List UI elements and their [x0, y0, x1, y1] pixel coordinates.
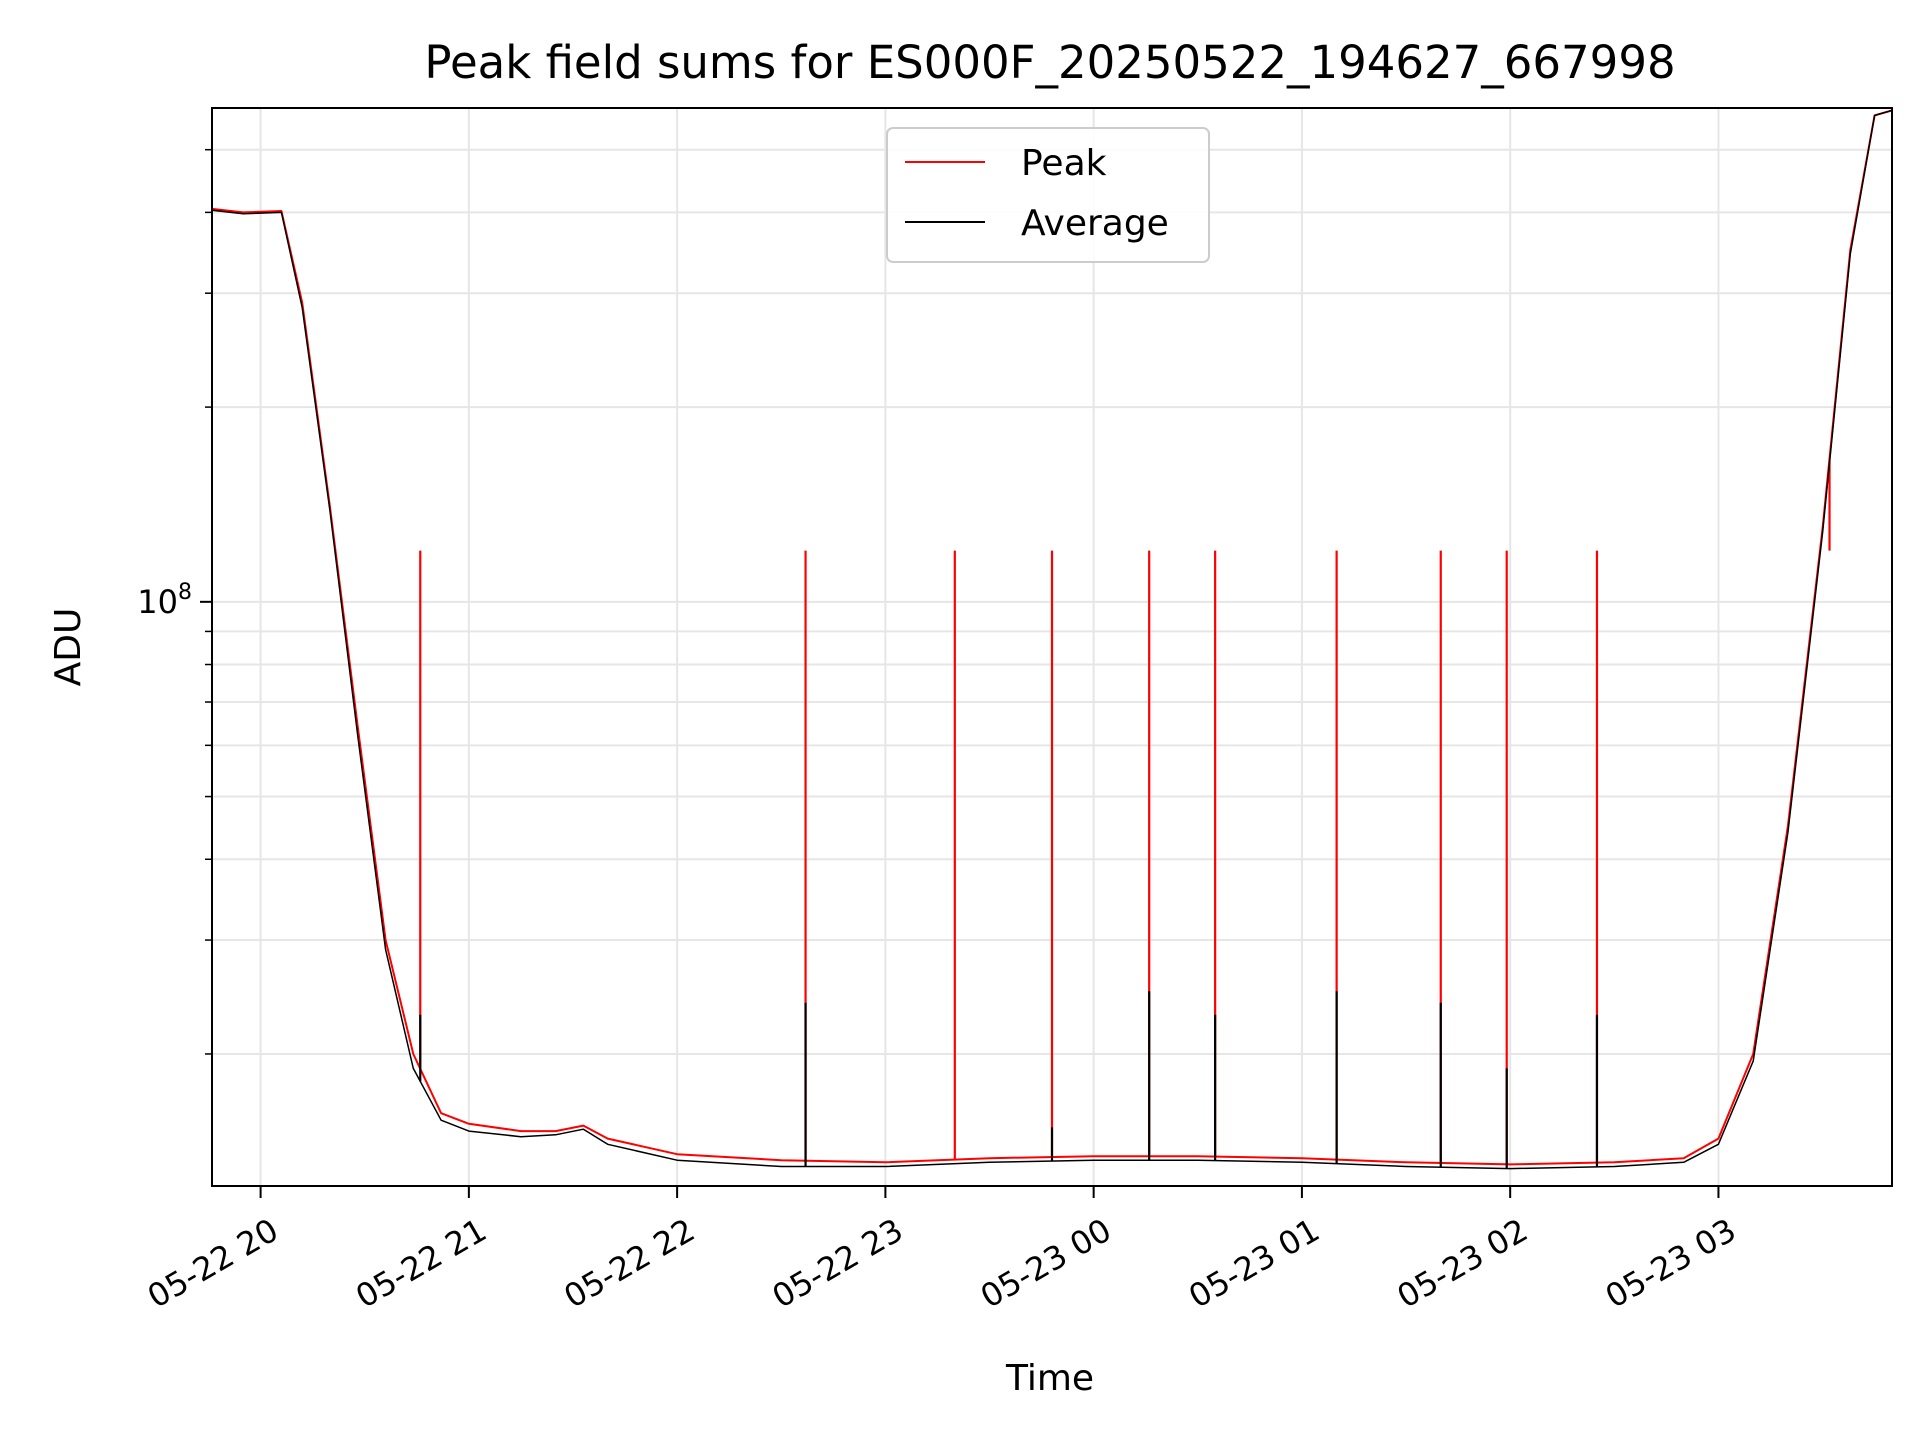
series-line-peak	[211, 109, 1893, 1166]
series-layer	[211, 109, 1893, 1170]
y-tick-label: 108	[137, 580, 192, 621]
legend-label-average: Average	[1021, 203, 1169, 244]
series-line-average	[211, 109, 1893, 1170]
legend-label-peak: Peak	[1021, 143, 1107, 184]
chart-title: Peak field sums for ES000F_20250522_1946…	[424, 36, 1675, 89]
y-axis: 108	[137, 148, 212, 1055]
x-axis-label: Time	[1005, 1358, 1094, 1399]
y-axis-label: ADU	[48, 608, 89, 687]
legend: Peak Average	[886, 127, 1210, 263]
plot-frame	[211, 107, 1893, 1187]
series-average	[211, 109, 1893, 1170]
